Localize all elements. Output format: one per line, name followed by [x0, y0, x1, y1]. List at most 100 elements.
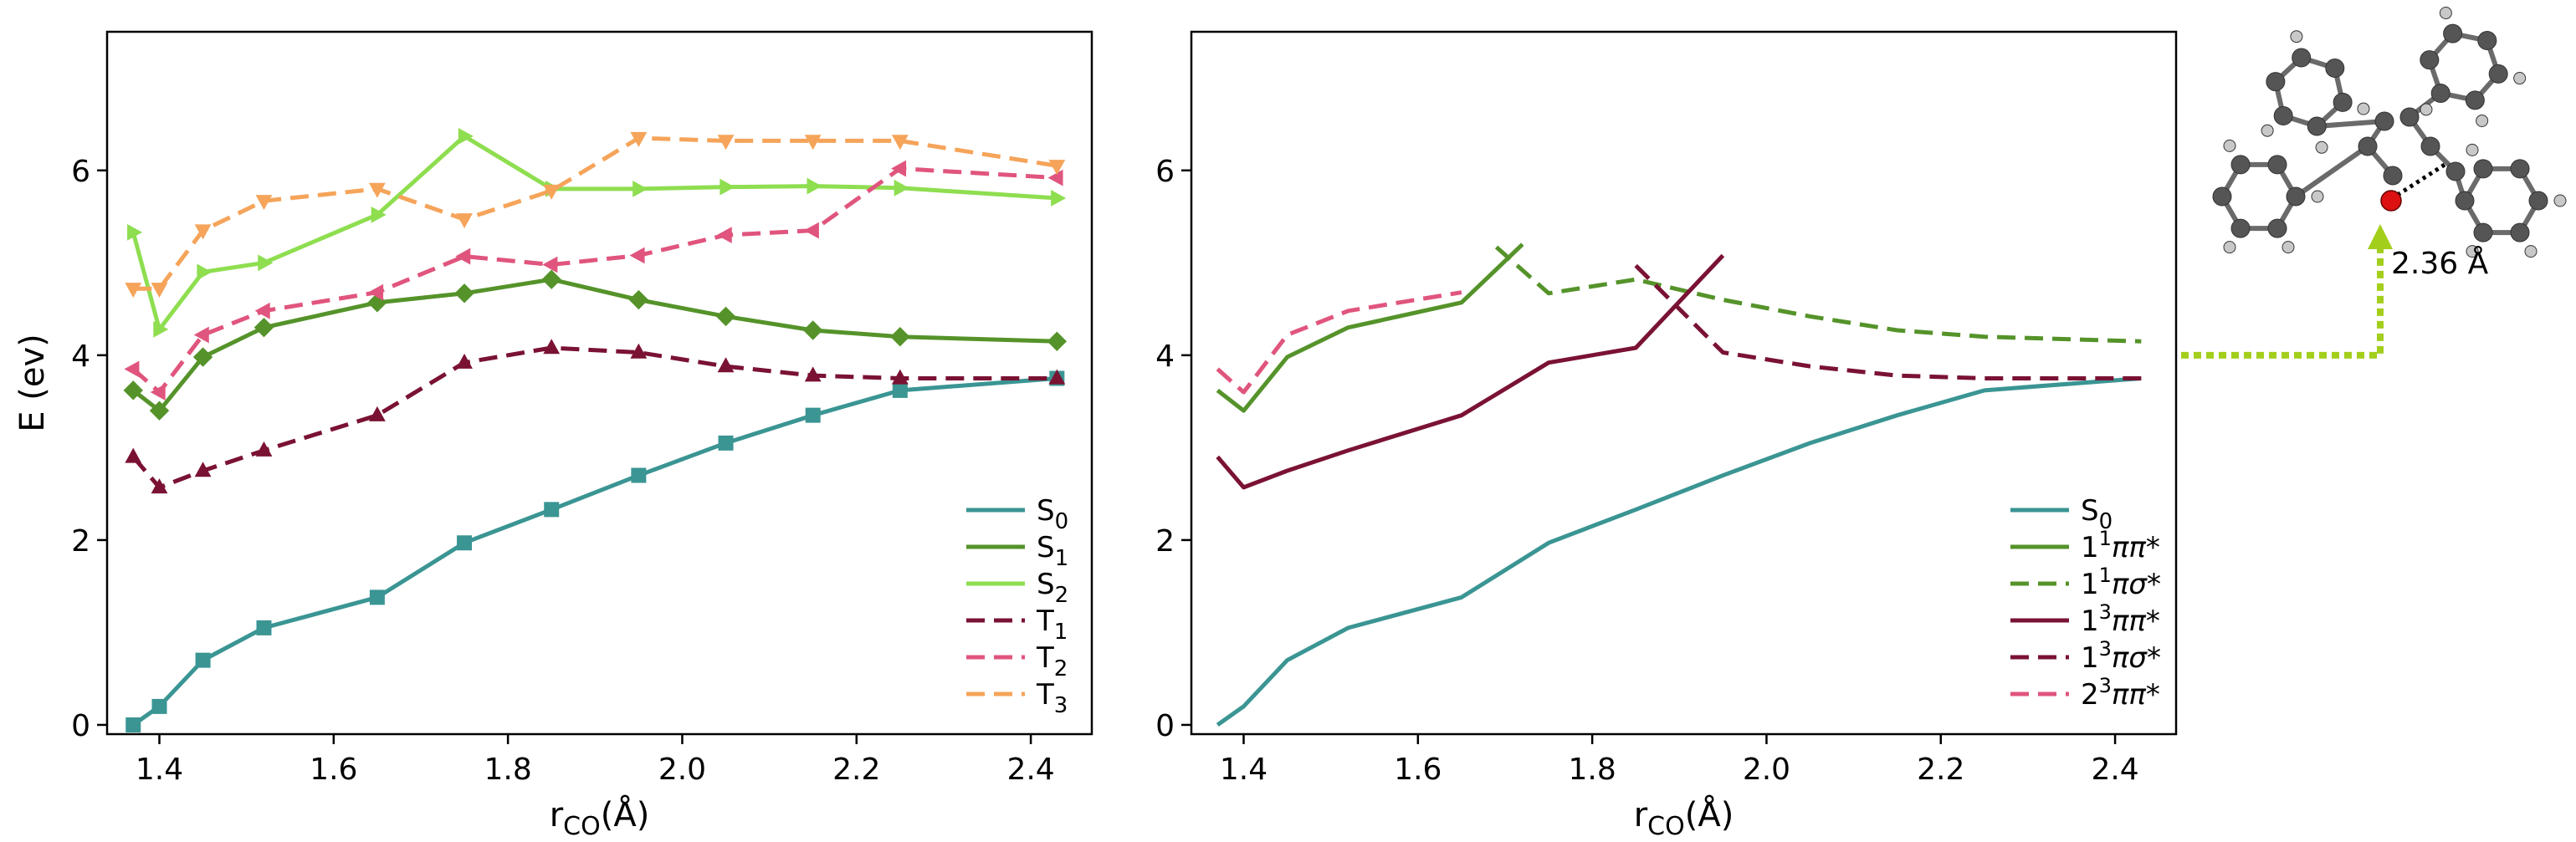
legend-label: T2 — [1036, 641, 1068, 681]
legend-label-sup: 1 — [2099, 564, 2112, 587]
y-tick-label: 0 — [71, 709, 90, 743]
y-tick-label: 2 — [1155, 524, 1175, 559]
data-point — [368, 406, 386, 421]
legend-label-main: S — [1037, 494, 1055, 528]
data-point — [151, 478, 168, 494]
data-point — [255, 441, 273, 457]
x-axis-label: rCO(Å) — [1634, 794, 1734, 841]
data-point — [803, 222, 819, 239]
x-tick-label: 2.2 — [1917, 753, 1964, 787]
data-point — [718, 435, 734, 451]
carbon-atom — [2273, 106, 2293, 126]
series-5: T3 — [125, 131, 1068, 718]
carbon-atom — [2473, 159, 2493, 179]
series-line — [131, 166, 1058, 395]
data-point — [892, 382, 908, 398]
data-point — [891, 135, 909, 151]
molecule-structure-icon — [2212, 7, 2567, 258]
legend-label-main: 1 — [2081, 605, 2099, 638]
data-point — [456, 213, 473, 229]
data-point — [125, 717, 141, 732]
hydrogen-atom — [2439, 7, 2452, 20]
data-point — [454, 283, 474, 304]
data-point — [153, 320, 169, 338]
carbon-atom — [2430, 83, 2451, 103]
data-point — [891, 369, 909, 385]
y-tick-label: 4 — [1155, 339, 1175, 374]
legend-label-main: 2 — [2081, 678, 2099, 712]
legend-label: 23ππ* — [2081, 674, 2160, 712]
legend-label-main: S — [1037, 568, 1055, 601]
data-point — [716, 227, 732, 244]
hydrogen-atom — [2223, 241, 2236, 254]
series-line — [131, 277, 1058, 413]
molecule-bond — [2294, 144, 2369, 199]
x-axis-label-sub: CO — [563, 812, 601, 841]
x-tick-label: 1.6 — [1394, 753, 1442, 787]
legend-label-suffix: ππ* — [2112, 605, 2160, 638]
hydrogen-atom — [2282, 241, 2295, 254]
data-point — [254, 317, 274, 338]
series-line — [1216, 242, 1524, 413]
hydrogen-atom — [2357, 102, 2370, 115]
data-point — [197, 263, 213, 281]
series-line — [1494, 245, 2142, 344]
data-point — [125, 447, 142, 463]
carbon-atom — [2399, 107, 2420, 127]
series-4: 13πσ* — [1634, 263, 2161, 675]
data-point — [894, 179, 909, 196]
legend-label-suffix: πσ* — [2112, 641, 2161, 675]
plot-frame — [1190, 30, 2178, 736]
legend-label: 13ππ* — [2081, 600, 2160, 638]
x-tick-label: 1.4 — [136, 753, 183, 787]
y-tick-label: 2 — [71, 524, 90, 559]
x-tick-label: 2.2 — [832, 753, 880, 787]
legend-label-sup: 3 — [2099, 600, 2112, 624]
oxygen-atom — [2380, 190, 2402, 212]
data-point — [629, 247, 645, 264]
series-line — [131, 134, 1058, 332]
data-point — [124, 360, 140, 378]
data-point — [150, 384, 166, 401]
x-tick-label: 1.4 — [1220, 753, 1268, 787]
legend-label: T3 — [1036, 678, 1068, 718]
carbon-atom — [2528, 191, 2548, 211]
carbon-atom — [2465, 90, 2485, 110]
plot-frame — [105, 30, 1093, 736]
data-point — [543, 339, 561, 355]
legend-label-suffix: ππ* — [2112, 531, 2160, 564]
x-tick-label: 1.8 — [1568, 753, 1616, 787]
y-tick-label: 6 — [1155, 155, 1175, 189]
hydrogen-atom — [2524, 245, 2538, 258]
data-point — [256, 620, 272, 635]
data-point — [192, 347, 213, 367]
series-line — [1216, 253, 1725, 490]
data-point — [254, 302, 270, 319]
distance-annotation: 2.36 Å — [2181, 224, 2489, 359]
legend-label: 11ππ* — [2081, 527, 2160, 564]
legend-label-sub: 0 — [1055, 509, 1069, 534]
data-point — [628, 289, 649, 310]
data-point — [541, 269, 561, 289]
data-point — [543, 184, 561, 200]
carbon-atom — [2510, 222, 2530, 242]
data-point — [632, 180, 648, 197]
hydrogen-atom — [2553, 194, 2567, 207]
molecule-bond — [2317, 119, 2385, 129]
legend-label-main: T — [1036, 678, 1054, 712]
molecule-contact-bond — [2389, 161, 2449, 202]
data-point — [455, 247, 471, 265]
annotation-arrowhead — [2368, 224, 2393, 249]
carbon-atom — [2292, 48, 2312, 68]
carbon-atom — [2383, 166, 2403, 186]
x-tick-label: 2.4 — [2091, 753, 2138, 787]
y-axis-label: E (ev) — [13, 334, 52, 431]
series-line — [1634, 263, 2142, 380]
data-point — [127, 223, 143, 241]
hydrogen-atom — [2466, 245, 2479, 258]
data-point — [255, 195, 273, 211]
legend-label-sup: 1 — [2099, 527, 2112, 550]
data-point — [542, 256, 558, 273]
data-point — [1051, 190, 1067, 207]
data-point — [149, 401, 170, 421]
